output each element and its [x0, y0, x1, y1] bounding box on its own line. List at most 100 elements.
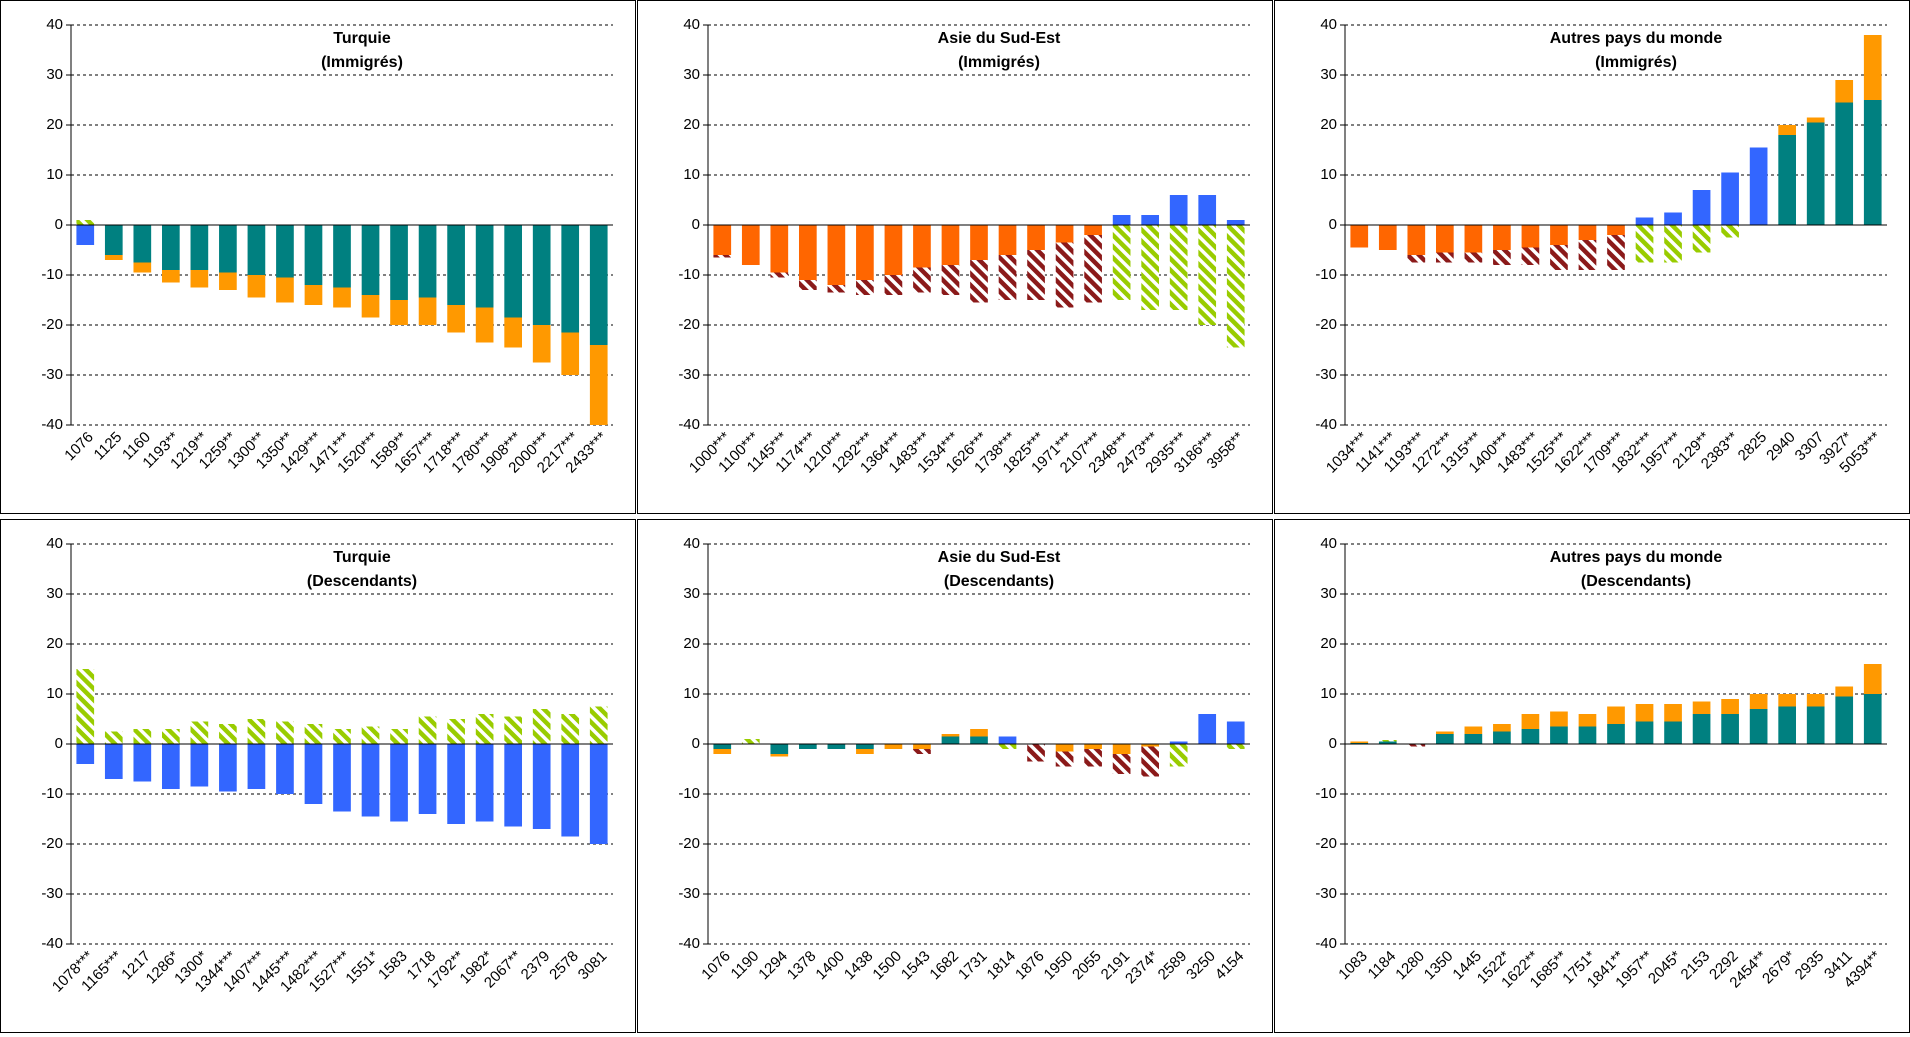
- bar-segment: [798, 225, 817, 280]
- bar-segment: [1835, 80, 1854, 103]
- x-tick-label: 2589: [1155, 948, 1191, 984]
- bar-segment: [532, 744, 551, 829]
- x-tick-label: 1814: [984, 948, 1020, 984]
- bar-segment: [1607, 724, 1625, 744]
- bar-segment: [770, 225, 789, 273]
- bar-segment: [532, 709, 551, 744]
- bar-segment: [798, 280, 817, 290]
- bar-segment: [161, 270, 180, 283]
- chart: -40-30-20-100102030401000***1100***1145*…: [678, 16, 1250, 477]
- bar-segment: [219, 225, 237, 273]
- x-tick-label: 2578: [546, 948, 582, 984]
- y-tick-label: -10: [1315, 266, 1337, 283]
- y-tick-label: 10: [1320, 166, 1337, 183]
- bar-segment: [418, 297, 437, 325]
- bar-segment: [304, 225, 323, 285]
- bar-segment: [1169, 741, 1188, 744]
- chart: -40-30-20-100102030401034***1141***1193*…: [1315, 16, 1887, 477]
- x-tick-label: 2935: [1792, 948, 1828, 984]
- y-tick-label: 40: [46, 16, 63, 33]
- bar-segment: [1550, 225, 1568, 245]
- bar-segment: [76, 220, 95, 225]
- bar-segment: [998, 225, 1017, 255]
- bar-segment: [1464, 252, 1483, 263]
- bar-segment: [1055, 225, 1074, 243]
- y-tick-label: 30: [683, 585, 700, 602]
- bar-segment: [504, 225, 523, 318]
- bar-segment: [1635, 225, 1654, 263]
- bar-segment: [1664, 225, 1682, 263]
- bar-segment: [1550, 711, 1568, 727]
- x-tick-label: 1400: [812, 948, 848, 984]
- bar-segment: [161, 744, 180, 789]
- y-tick-label: -20: [41, 316, 63, 333]
- bar-segment: [1521, 729, 1540, 744]
- bar-segment: [190, 225, 209, 270]
- bar-segment: [1435, 731, 1454, 734]
- bar-segment: [589, 225, 608, 345]
- bar-segment: [970, 260, 988, 303]
- bar-segment: [76, 225, 95, 245]
- bar-segment: [390, 744, 408, 822]
- bar-segment: [770, 754, 789, 757]
- y-tick-label: -40: [1315, 935, 1337, 952]
- bar-segment: [970, 729, 988, 737]
- bar-segment: [1664, 212, 1682, 225]
- bar-segment: [504, 317, 523, 348]
- bar-segment: [713, 744, 732, 749]
- x-tick-label: 1083: [1335, 948, 1371, 984]
- chart-subtitle: (Descendants): [944, 573, 1054, 590]
- bar-segment: [1863, 694, 1882, 744]
- y-tick-label: -20: [1315, 835, 1337, 852]
- chart-title: Autres pays du monde: [1550, 549, 1723, 566]
- bar-segment: [276, 721, 294, 744]
- bar-segment: [1350, 741, 1369, 743]
- y-tick-label: 30: [683, 66, 700, 83]
- chart-panel: -40 -30 -20 -10 0 10 20 30 40 1000*** 1100*** 1145*…: [637, 0, 1273, 514]
- bar-segment: [1578, 726, 1597, 744]
- bar-segment: [276, 277, 294, 303]
- y-tick-label: 40: [46, 535, 63, 552]
- y-tick-label: -10: [678, 785, 700, 802]
- bar-segment: [190, 721, 209, 744]
- y-tick-label: 30: [46, 585, 63, 602]
- bar-segment: [1578, 225, 1597, 240]
- y-tick-label: -30: [678, 885, 700, 902]
- y-tick-label: 40: [1320, 535, 1337, 552]
- bar-segment: [1607, 235, 1625, 270]
- bar-segment: [1493, 724, 1511, 732]
- bar-segment: [1607, 225, 1625, 235]
- bar-segment: [1778, 694, 1797, 707]
- y-tick-label: -30: [1315, 885, 1337, 902]
- bar-segment: [104, 255, 123, 260]
- bar-segment: [1635, 721, 1654, 744]
- y-tick-label: 20: [46, 635, 63, 652]
- bar-segment: [1198, 225, 1217, 325]
- bar-segment: [1749, 694, 1768, 709]
- bar-segment: [361, 295, 380, 318]
- x-tick-label: 1543: [898, 948, 934, 984]
- y-tick-label: -10: [1315, 785, 1337, 802]
- chart-title: Autres pays du monde: [1550, 30, 1723, 47]
- bar-segment: [913, 225, 931, 268]
- bar-segment: [104, 731, 123, 744]
- bar-segment: [304, 744, 323, 804]
- bar-segment: [827, 744, 846, 749]
- y-tick-label: 0: [692, 735, 700, 752]
- bar-segment: [247, 275, 266, 298]
- bar-segment: [1407, 255, 1426, 263]
- x-tick-label: 2374*: [1122, 948, 1162, 988]
- bar-segment: [475, 744, 494, 822]
- bar-segment: [913, 267, 931, 293]
- y-tick-label: -20: [678, 835, 700, 852]
- chart: -40 -30 -20 -10 0 10 20 30 40 1076119012941378140…: [678, 535, 1250, 988]
- y-tick-label: -30: [41, 366, 63, 383]
- bar-segment: [1464, 726, 1483, 734]
- bar-segment: [713, 255, 732, 258]
- bar-segment: [561, 744, 580, 837]
- y-tick-label: -10: [41, 785, 63, 802]
- y-tick-label: -20: [41, 835, 63, 852]
- bar-segment: [1084, 235, 1102, 303]
- bar-segment: [447, 225, 465, 305]
- bar-segment: [1806, 117, 1825, 123]
